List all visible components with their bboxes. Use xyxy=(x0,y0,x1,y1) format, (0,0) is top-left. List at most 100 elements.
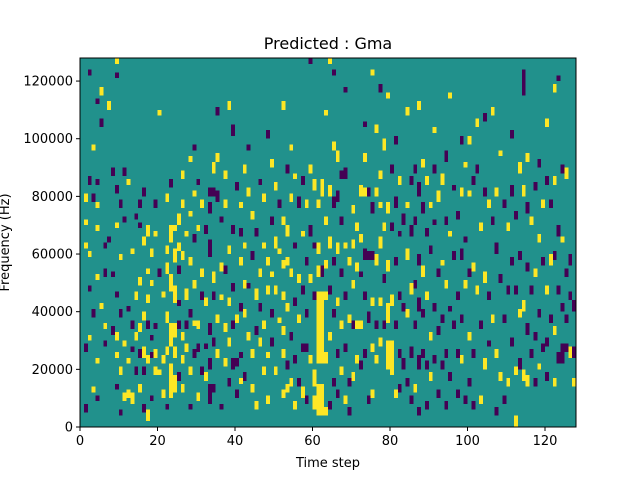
heatmap-cell xyxy=(207,202,212,214)
heatmap-cell xyxy=(122,167,127,177)
heatmap-cell xyxy=(564,268,569,278)
heatmap-cell xyxy=(235,389,239,399)
heatmap-cell xyxy=(238,202,243,208)
heatmap-cell xyxy=(180,331,185,341)
heatmap-cell xyxy=(390,222,394,231)
heatmap-cell xyxy=(560,164,565,174)
heatmap-cell xyxy=(293,173,298,180)
heatmap-cell xyxy=(300,343,305,353)
heatmap-cell xyxy=(490,314,495,324)
heatmap-cell xyxy=(134,291,139,301)
heatmap-cell xyxy=(114,184,119,194)
heatmap-cell xyxy=(335,389,340,399)
heatmap-cell xyxy=(153,323,158,329)
heatmap-cell xyxy=(269,216,274,226)
heatmap-cell xyxy=(359,233,363,243)
heatmap-cell xyxy=(548,254,553,266)
heatmap-cell xyxy=(386,303,391,324)
heatmap-cell xyxy=(351,372,356,381)
heatmap-cell xyxy=(556,285,561,295)
heatmap-cell xyxy=(529,285,534,295)
heatmap-cell xyxy=(374,320,379,329)
heatmap-cell xyxy=(525,323,530,335)
heatmap-cell xyxy=(417,101,422,110)
heatmap-cell xyxy=(448,372,453,381)
heatmap-cell xyxy=(401,213,406,226)
heatmap-cell xyxy=(486,291,491,301)
heatmap-cell xyxy=(130,346,135,353)
heatmap-cell xyxy=(289,377,294,387)
heatmap-cell xyxy=(386,92,391,99)
heatmap-cell xyxy=(91,144,96,151)
heatmap-cell xyxy=(324,259,329,269)
heatmap-cell xyxy=(285,225,290,237)
heatmap-cell xyxy=(192,144,197,151)
heatmap-cell xyxy=(215,349,220,358)
heatmap-cell xyxy=(339,268,344,278)
heatmap-cell xyxy=(165,245,170,255)
heatmap-cell xyxy=(374,354,379,364)
heatmap-cell xyxy=(111,326,115,335)
heatmap-cell xyxy=(572,346,577,358)
heatmap-cell xyxy=(366,311,371,324)
heatmap-cell xyxy=(87,334,92,341)
heatmap-cell xyxy=(471,176,476,185)
heatmap-cell xyxy=(483,112,487,122)
y-tick-label: 20000 xyxy=(32,363,73,378)
heatmap-cell xyxy=(304,256,309,266)
heatmap-cell xyxy=(409,176,414,185)
heatmap-cell xyxy=(401,303,406,312)
heatmap-cell xyxy=(103,242,108,249)
heatmap-cell xyxy=(145,294,150,304)
heatmap-cell xyxy=(238,228,243,237)
heatmap-cell xyxy=(440,314,445,324)
heatmap-cell xyxy=(424,228,429,237)
heatmap-cell xyxy=(180,354,185,364)
heatmap-cell xyxy=(339,170,344,180)
heatmap-cell xyxy=(281,326,286,335)
heatmap-cell xyxy=(382,138,387,151)
heatmap-cell xyxy=(432,127,437,133)
heatmap-cell xyxy=(370,251,375,260)
heatmap-cell xyxy=(188,308,193,318)
heatmap-cell xyxy=(176,265,181,275)
heatmap-cell xyxy=(413,320,418,329)
heatmap-cell xyxy=(99,303,104,309)
heatmap-cell xyxy=(324,352,329,364)
heatmap-cell xyxy=(308,164,313,174)
heatmap-cell xyxy=(246,331,251,341)
heatmap-cell xyxy=(83,343,88,353)
heatmap-cell xyxy=(537,158,542,168)
heatmap-cell xyxy=(103,323,108,329)
heatmap-cell xyxy=(250,251,255,260)
heatmap-cell xyxy=(107,101,112,110)
heatmap-cell xyxy=(390,294,394,306)
heatmap-cell xyxy=(293,242,298,249)
heatmap-cell xyxy=(490,107,495,116)
heatmap-cell xyxy=(409,346,414,358)
heatmap-cell xyxy=(328,401,332,410)
plot-area xyxy=(79,57,577,428)
heatmap-cell xyxy=(188,403,193,410)
heatmap-cell xyxy=(351,320,356,329)
heatmap-cell xyxy=(521,69,526,96)
heatmap-cell xyxy=(273,236,278,249)
heatmap-cell xyxy=(370,297,375,306)
heatmap-cell xyxy=(459,248,464,260)
heatmap-cell xyxy=(393,320,398,329)
x-tick-label: 60 xyxy=(304,434,321,449)
heatmap-cell xyxy=(320,265,325,278)
heatmap-cell xyxy=(459,187,464,197)
heatmap-cell xyxy=(417,181,422,197)
heatmap-cell xyxy=(556,352,561,364)
heatmap-cell xyxy=(525,262,530,272)
heatmap-cell xyxy=(114,291,119,298)
heatmap-cell xyxy=(173,225,177,231)
heatmap-cell xyxy=(312,369,317,387)
heatmap-cell xyxy=(541,256,546,266)
heatmap-cell xyxy=(374,254,379,266)
heatmap-cell xyxy=(196,392,201,402)
heatmap-cell xyxy=(138,277,143,286)
heatmap-cell xyxy=(289,268,294,278)
heatmap-cell xyxy=(432,354,437,364)
